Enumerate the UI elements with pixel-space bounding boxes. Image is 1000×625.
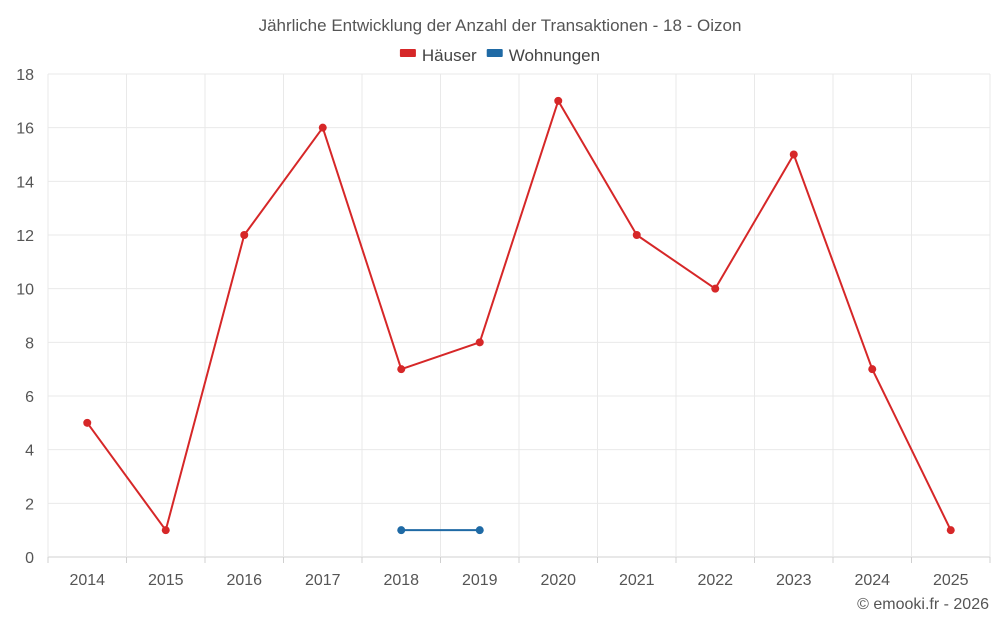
data-point-haeuser[interactable] <box>83 418 92 427</box>
y-tick-label: 4 <box>25 443 34 460</box>
y-tick-label: 6 <box>25 389 34 406</box>
x-tick-label: 2019 <box>462 572 498 589</box>
data-point-haeuser[interactable] <box>161 526 170 535</box>
data-point-haeuser[interactable] <box>554 96 563 105</box>
x-tick-label: 2021 <box>619 572 655 589</box>
x-tick-label: 2014 <box>69 572 105 589</box>
x-tick-label: 2016 <box>226 572 262 589</box>
x-tick-label: 2023 <box>776 572 812 589</box>
y-tick-label: 14 <box>16 174 34 191</box>
y-tick-label: 0 <box>25 550 34 567</box>
data-point-haeuser[interactable] <box>632 231 641 239</box>
x-tick-label: 2015 <box>148 572 184 589</box>
legend-swatch-haeuser <box>399 49 416 57</box>
x-tick-label: 2025 <box>933 572 969 589</box>
x-tick-label: 2024 <box>854 572 890 589</box>
y-tick-label: 8 <box>25 335 34 352</box>
data-point-wohnungen[interactable] <box>397 526 406 535</box>
y-tick-label: 2 <box>25 496 34 513</box>
y-axis-ticks: 0 2 4 6 8 10 12 14 16 18 <box>16 67 34 567</box>
legend-label-wohnungen: Wohnungen <box>509 46 600 65</box>
y-tick-label: 16 <box>16 121 34 138</box>
data-point-haeuser[interactable] <box>946 526 955 535</box>
legend: Häuser Wohnungen <box>399 46 600 65</box>
legend-label-haeuser: Häuser <box>422 46 477 65</box>
x-tick-label: 2020 <box>540 572 576 589</box>
series-line-haeuser <box>86 99 952 532</box>
credit-text: © emooki.fr - 2026 <box>857 596 989 613</box>
data-point-haeuser[interactable] <box>240 231 249 239</box>
data-point-wohnungen[interactable] <box>475 526 484 535</box>
data-point-haeuser[interactable] <box>397 365 406 374</box>
data-point-haeuser[interactable] <box>789 150 798 159</box>
data-point-haeuser[interactable] <box>475 338 484 347</box>
data-point-haeuser[interactable] <box>868 365 877 374</box>
y-tick-label: 12 <box>16 228 34 245</box>
x-axis-ticks: 2014 2015 2016 2017 2018 2019 2020 2021 2022 2023… <box>47 557 991 589</box>
x-tick-label: 2022 <box>697 572 733 589</box>
x-tick-label: 2017 <box>305 572 341 589</box>
y-tick-label: 10 <box>16 282 34 299</box>
y-tick-label: 18 <box>16 67 34 84</box>
x-tick-label: 2018 <box>383 572 419 589</box>
series-layer <box>83 96 955 535</box>
data-point-haeuser[interactable] <box>711 284 720 293</box>
data-point-haeuser[interactable] <box>318 123 327 132</box>
grid <box>47 73 991 558</box>
chart-title: Jährliche Entwicklung der Anzahl der Tra… <box>259 16 742 35</box>
legend-swatch-wohnungen <box>486 49 503 57</box>
